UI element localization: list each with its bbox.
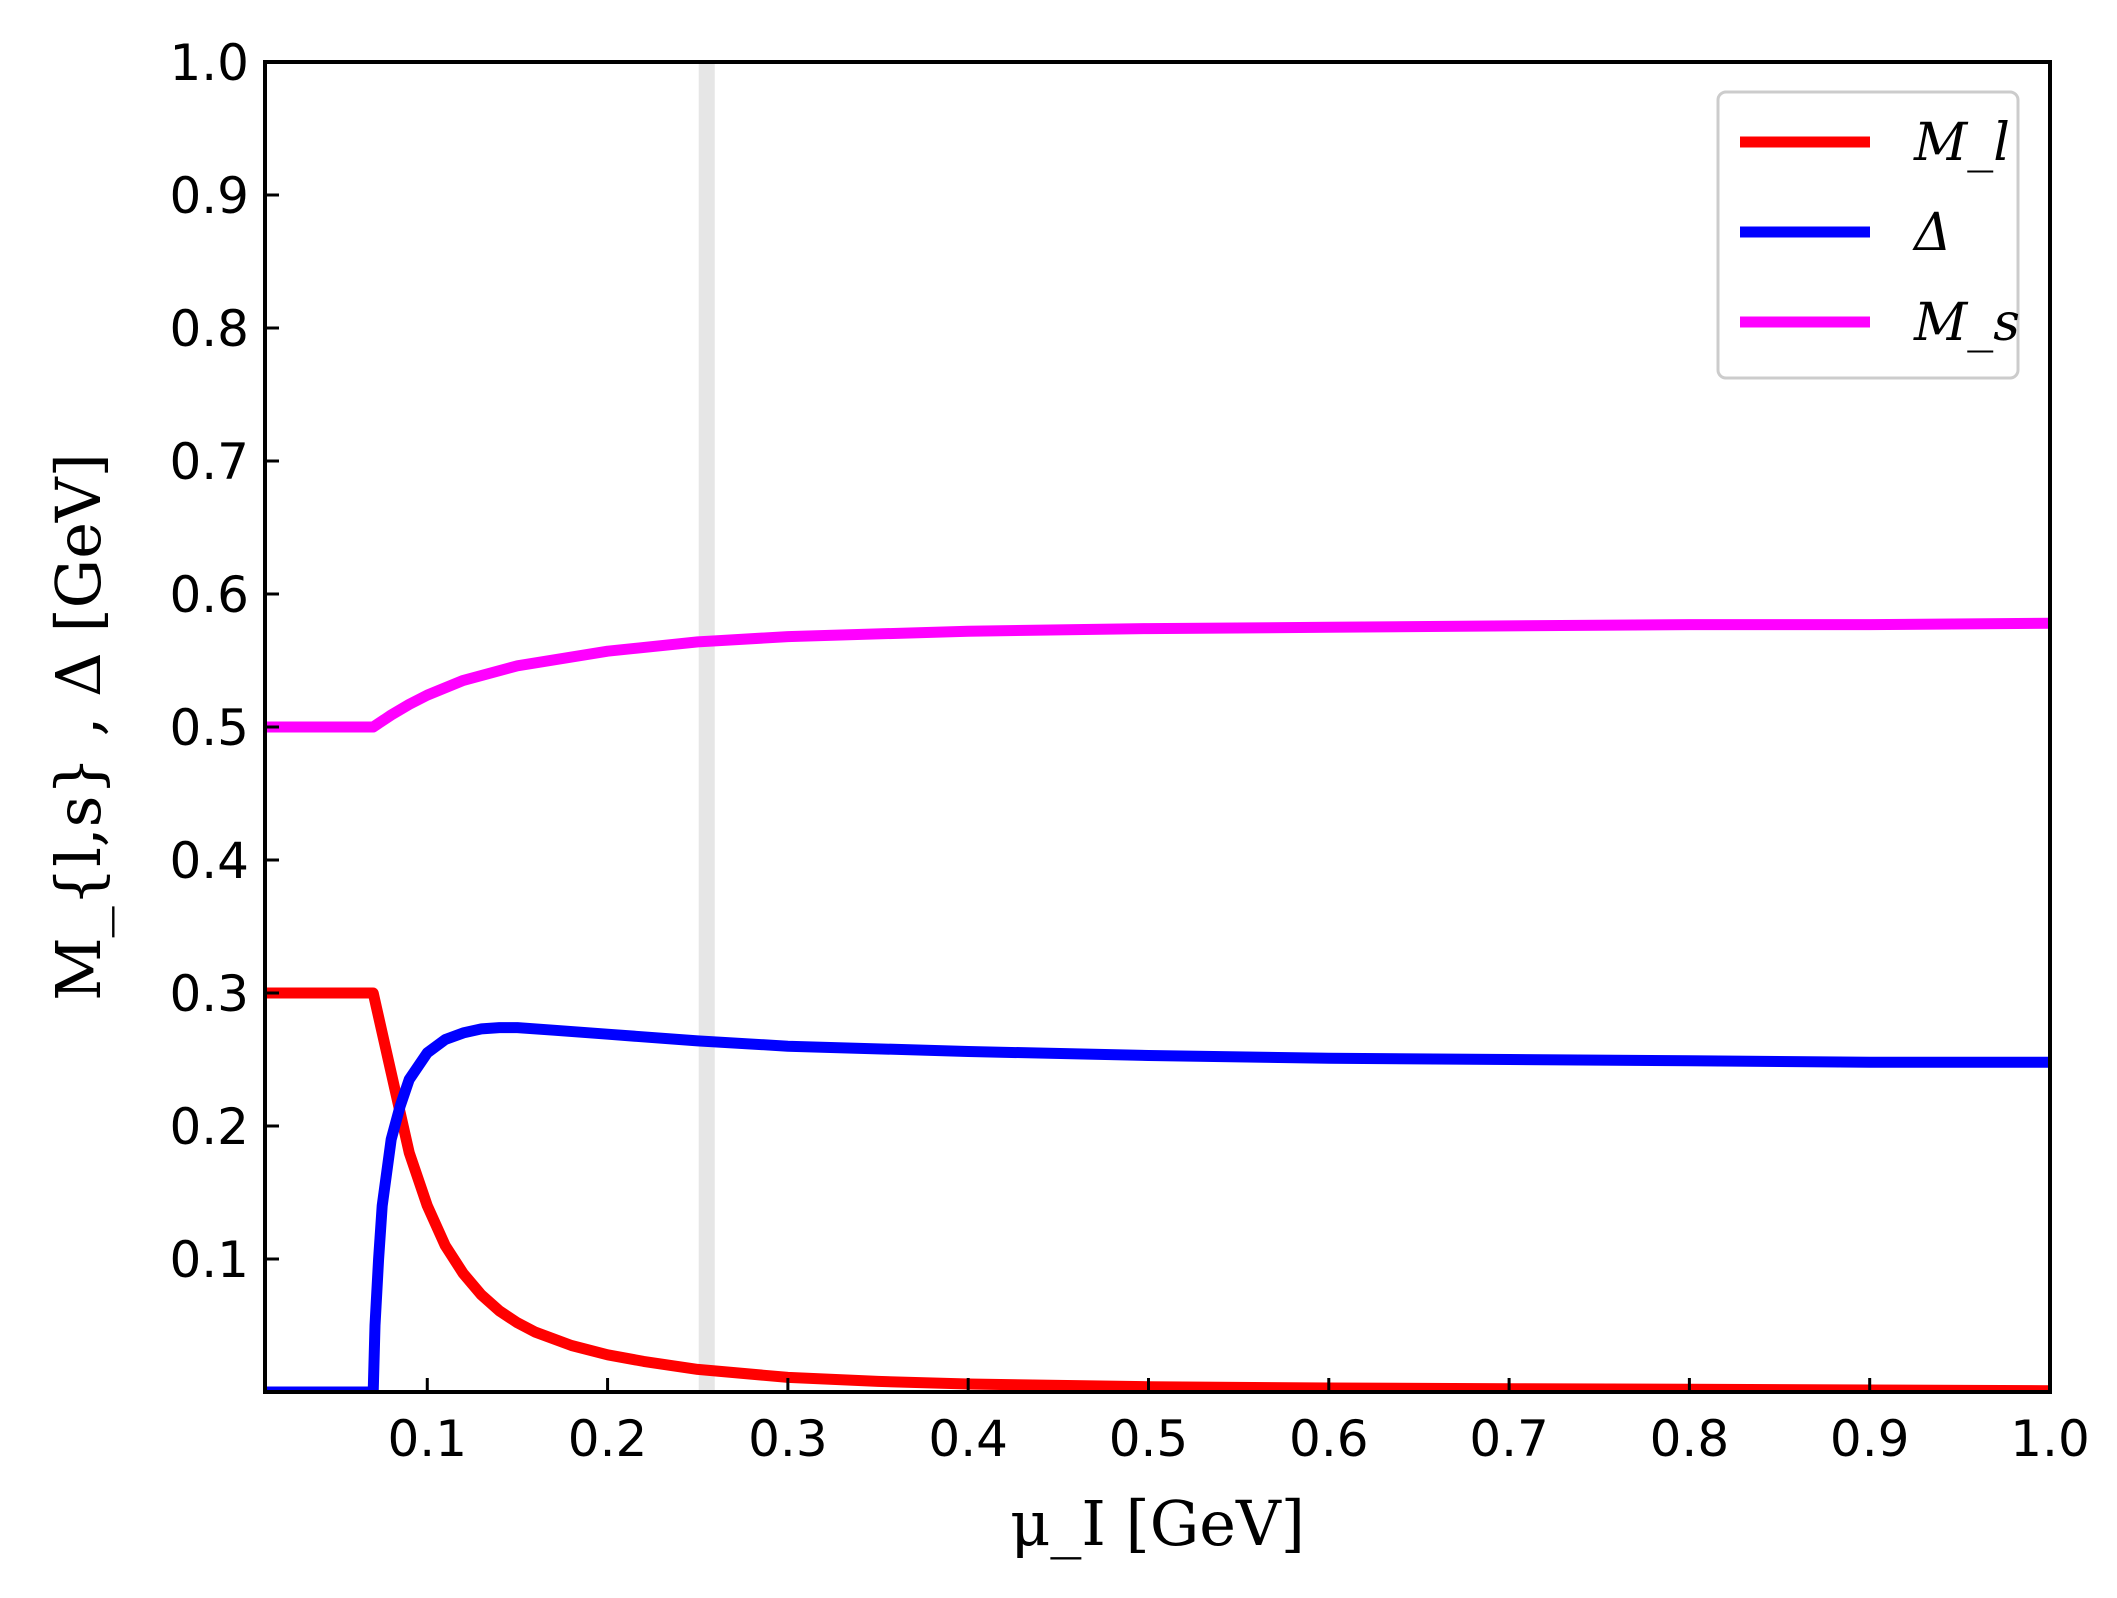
x-axis: 0.1 0.2 0.3 0.4 0.5 0.6 0.7 0.8 0.9 1.0 [388,1378,2090,1468]
y-tick-label: 0.7 [169,433,249,491]
y-tick-label: 0.2 [169,1098,249,1156]
x-tick-label: 1.0 [2010,1410,2090,1468]
y-tick-label: 0.4 [169,832,249,890]
series-layer [265,617,2050,1392]
y-axis: 0.1 0.2 0.3 0.4 0.5 0.6 0.7 0.8 0.9 1.0 [169,34,279,1289]
legend-label: Δ [1912,203,1952,263]
x-tick-label: 0.2 [568,1410,648,1468]
series-line-0 [265,987,2050,1392]
x-tick-label: 0.5 [1109,1410,1189,1468]
x-tick-label: 0.3 [748,1410,828,1468]
y-axis-label: M_{l,s} , Δ [GeV] [42,453,115,1001]
x-tick-label: 0.6 [1289,1410,1369,1468]
legend-label: M_s [1913,293,2020,353]
x-tick-label: 0.9 [1830,1410,1910,1468]
y-tick-label: 1.0 [169,34,249,92]
legend-label: M_l [1913,113,2010,173]
y-tick-label: 0.5 [169,699,249,757]
series-line-2 [265,617,2050,733]
x-tick-label: 0.4 [928,1410,1008,1468]
y-tick-label: 0.3 [169,965,249,1023]
y-tick-label: 0.9 [169,167,249,225]
legend: M_l Δ M_s [1716,90,2020,380]
y-tick-label: 0.8 [169,300,249,358]
y-tick-label: 0.1 [169,1231,249,1289]
x-axis-label: μ_I [GeV] [1010,1487,1305,1560]
x-tick-label: 0.7 [1469,1410,1549,1468]
x-tick-label: 0.1 [388,1410,468,1468]
series-line-1 [265,1022,2050,1392]
y-tick-label: 0.6 [169,566,249,624]
x-tick-label: 0.8 [1650,1410,1730,1468]
